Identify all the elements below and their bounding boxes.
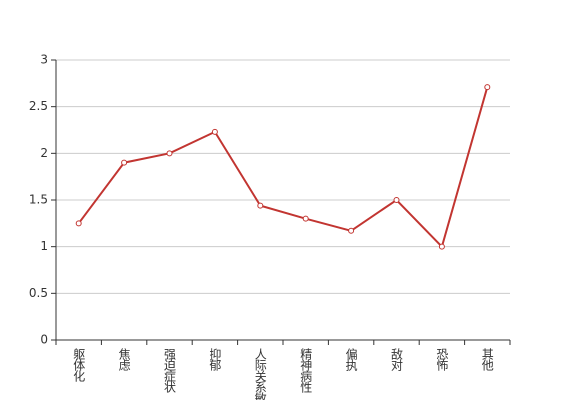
y-tick-label: 0.5 xyxy=(29,286,48,300)
point xyxy=(257,202,264,209)
x-tick-label: 偏执 xyxy=(344,347,358,372)
y-tick-label: 3 xyxy=(40,53,48,67)
point xyxy=(348,227,355,234)
point xyxy=(302,215,309,222)
x-tick-label: 恐怖 xyxy=(435,348,449,371)
y-tick-label: 1 xyxy=(40,239,48,253)
y-tick-label: 2.5 xyxy=(29,99,48,113)
y-tick-label: 1.5 xyxy=(29,193,48,207)
x-tick-label: 其他 xyxy=(480,348,494,371)
x-tick-label: 精神病性 xyxy=(299,348,313,394)
point xyxy=(484,84,491,91)
point xyxy=(121,159,128,166)
point xyxy=(75,220,82,227)
x-tick-label: 躯体化 xyxy=(72,347,86,383)
x-tick-label: 人际关系敏感 xyxy=(253,348,267,400)
point xyxy=(438,243,445,250)
x-tick-label: 焦虑 xyxy=(117,348,131,371)
x-tick-label: 强迫症状 xyxy=(163,348,177,393)
x-tick-label: 抑郁 xyxy=(208,347,222,372)
y-tick-label: 0 xyxy=(40,333,48,347)
x-tick-label: 敌对 xyxy=(390,347,404,371)
y-tick-label: 2 xyxy=(40,146,48,160)
line xyxy=(77,86,489,249)
point xyxy=(166,150,173,157)
point xyxy=(211,128,218,135)
point xyxy=(393,197,400,203)
